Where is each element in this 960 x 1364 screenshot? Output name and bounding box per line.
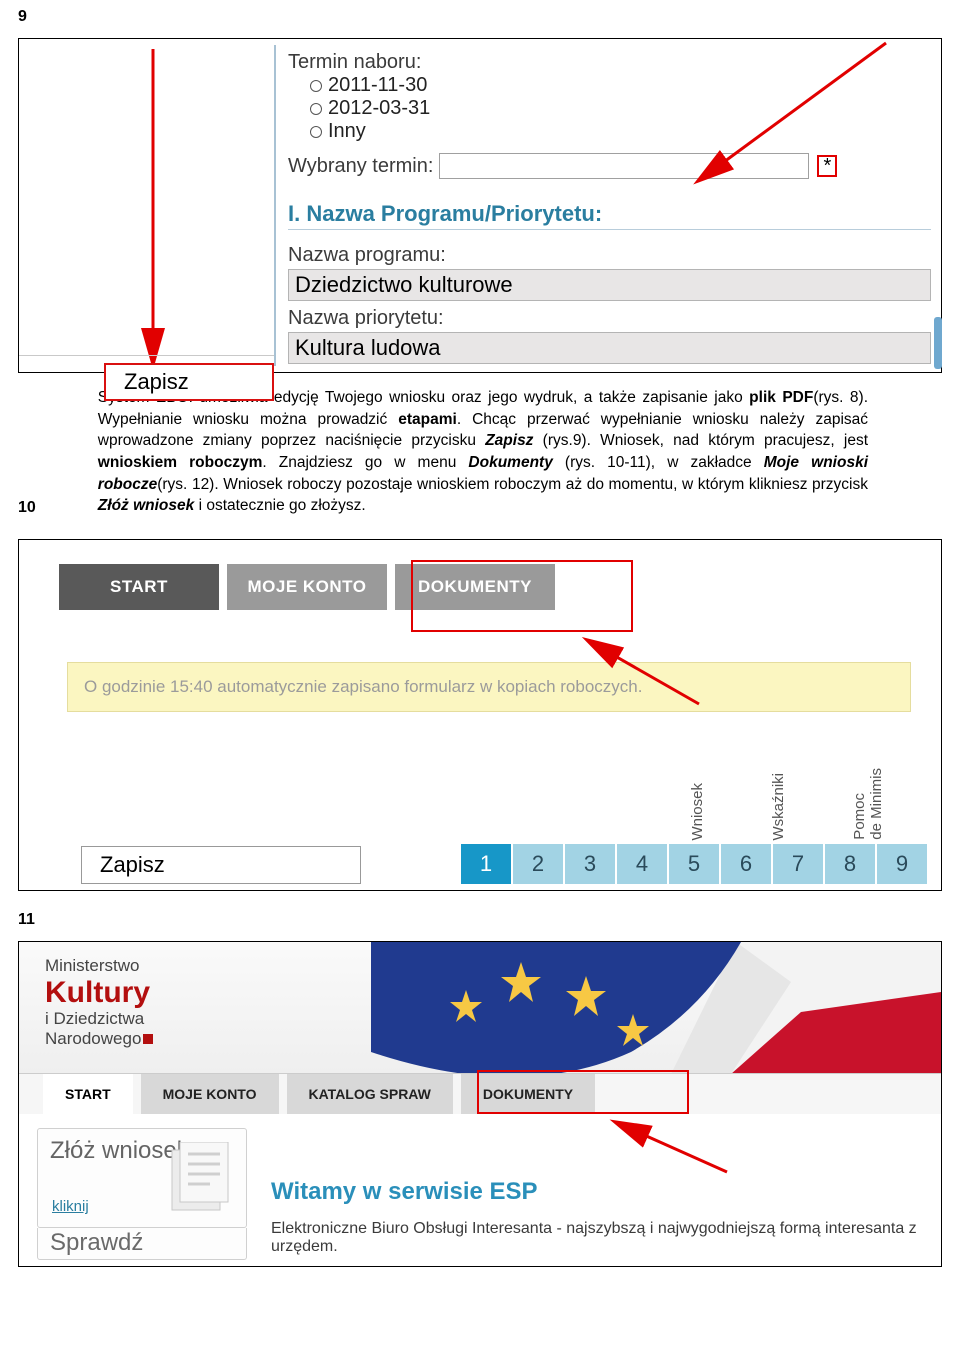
pager-cell-1[interactable]: 1 — [461, 844, 511, 884]
annotation-rect-2 — [477, 1070, 689, 1114]
figure-ministry: Ministerstwo Kultury i Dziedzictwa Narod… — [18, 941, 942, 1267]
page-number-mid: 10 — [0, 491, 54, 535]
pager-cell-9[interactable]: 9 — [877, 844, 927, 884]
tab3-start[interactable]: START — [43, 1074, 133, 1114]
radio-label: 2012-03-31 — [328, 97, 430, 120]
pager-cell-5[interactable]: 5 — [669, 844, 719, 884]
arrow-diagonal-icon — [636, 43, 896, 203]
pager: 123456789 — [461, 844, 927, 884]
radio-icon — [310, 126, 322, 138]
radio-icon — [310, 103, 322, 115]
wybrany-termin-label: Wybrany termin: — [288, 155, 433, 178]
tab-start[interactable]: START — [59, 564, 219, 610]
zapisz-label-2: Zapisz — [100, 852, 165, 878]
arrow-down-icon — [125, 49, 185, 369]
flag-graphic — [371, 942, 941, 1074]
ministry-logo: Ministerstwo Kultury i Dziedzictwa Narod… — [45, 956, 153, 1049]
pager-cell-2[interactable]: 2 — [513, 844, 563, 884]
figure-form: Zapisz Termin naboru: 2011-11-30 2012-03… — [18, 38, 942, 373]
radio-label: Inny — [328, 120, 366, 143]
body-paragraph: System EBOI umożliwia edycję Twojego wni… — [54, 385, 960, 535]
pager-cell-6[interactable]: 6 — [721, 844, 771, 884]
pager-cell-8[interactable]: 8 — [825, 844, 875, 884]
annotation-rect — [411, 560, 633, 632]
widget-zloz-wniosek[interactable]: Złóż wniosek kliknij — [37, 1128, 247, 1228]
radio-label: 2011-11-30 — [328, 74, 427, 97]
esp-text: Elektroniczne Biuro Obsługi Interesanta … — [271, 1220, 923, 1256]
arrow-to-rect-icon — [579, 634, 719, 714]
nazwa-priorytetu-label: Nazwa priorytetu: — [288, 307, 931, 330]
vlabel-pomoc: Pomoc de Minimis — [851, 768, 885, 840]
nazwa-programu-value: Dziedzictwo kulturowe — [288, 269, 931, 301]
zapisz-button[interactable]: Zapisz — [104, 363, 274, 401]
widget-sprawdz-title: Sprawdź — [50, 1229, 143, 1257]
arrow-to-dokumenty-icon — [609, 1118, 739, 1182]
autosave-message: O godzinie 15:40 automatycznie zapisano … — [67, 662, 911, 712]
tab3-moje-konto[interactable]: MOJE KONTO — [141, 1074, 279, 1114]
pager-cell-7[interactable]: 7 — [773, 844, 823, 884]
page-number-bottom: 11 — [0, 903, 960, 937]
vlabel-wskazniki: Wskaźniki — [770, 773, 787, 841]
vlabel-wniosek: Wniosek — [689, 783, 706, 841]
pager-cell-4[interactable]: 4 — [617, 844, 667, 884]
pager-cell-3[interactable]: 3 — [565, 844, 615, 884]
widget-sprawdz[interactable]: Sprawdź — [37, 1228, 247, 1260]
tab-moje-konto[interactable]: MOJE KONTO — [227, 564, 387, 610]
zapisz-button-2[interactable]: Zapisz — [81, 846, 361, 884]
figure-tabs: START MOJE KONTO DOKUMENTY O godzinie 15… — [18, 539, 942, 891]
nazwa-programu-label: Nazwa programu: — [288, 244, 931, 267]
tab3-katalog-spraw[interactable]: KATALOG SPRAW — [287, 1074, 453, 1114]
esp-title: Witamy w serwisie ESP — [271, 1178, 923, 1206]
square-icon — [143, 1034, 153, 1044]
zapisz-label: Zapisz — [124, 369, 189, 395]
scrollbar-indicator — [934, 317, 942, 369]
nazwa-priorytetu-value: Kultura ludowa — [288, 332, 931, 364]
document-icon — [164, 1142, 234, 1221]
widget-link[interactable]: kliknij — [52, 1198, 89, 1215]
radio-icon — [310, 80, 322, 92]
page-number-top: 9 — [0, 0, 960, 34]
